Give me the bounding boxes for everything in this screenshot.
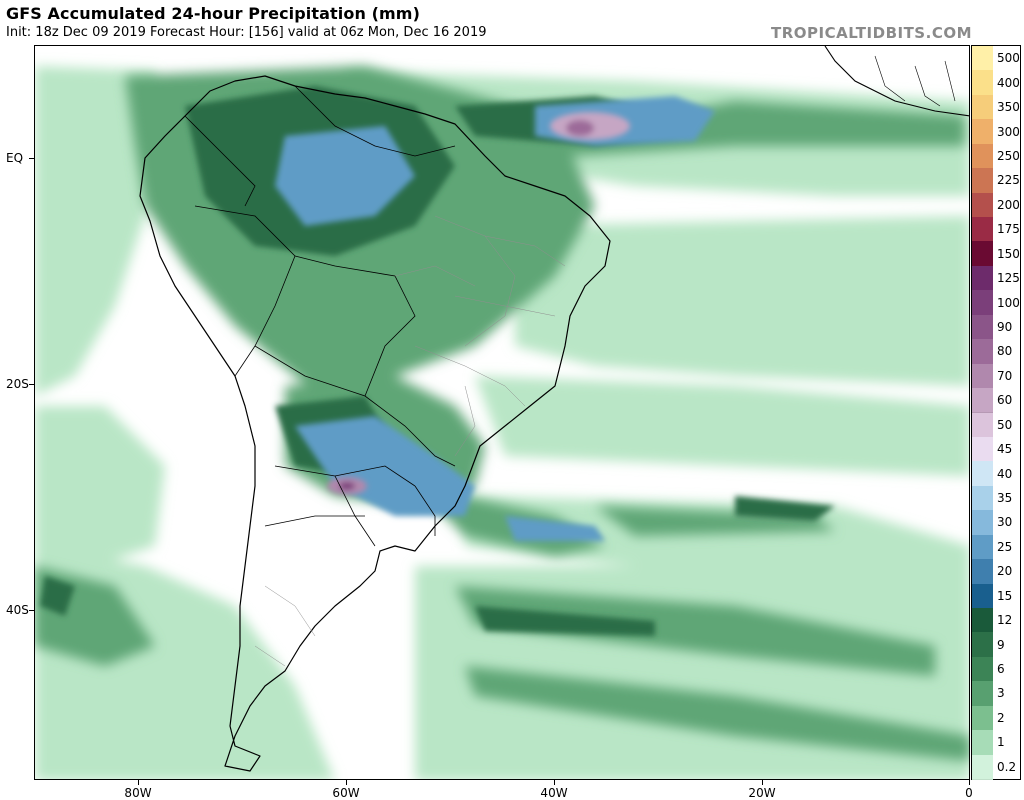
lat-tick-20s (29, 384, 34, 385)
colorbar-label: 350 (997, 100, 1020, 115)
precip-purple-maxima (327, 112, 630, 495)
colorbar-label: 30 (997, 515, 1013, 530)
colorbar-label: 90 (997, 319, 1013, 334)
map-canvas (35, 46, 969, 779)
colorbar-swatch (972, 70, 993, 96)
colorbar-swatch (972, 290, 993, 316)
state-borders (254, 215, 566, 667)
colorbar-swatch (972, 363, 993, 390)
colorbar-swatch (972, 559, 993, 585)
colorbar-label: 2 (997, 710, 1005, 725)
colorbar-swatch (972, 510, 993, 536)
colorbar-swatch (972, 241, 993, 267)
colorbar-label: 3 (997, 686, 1005, 701)
colorbar-label: 50 (997, 417, 1013, 432)
colorbar-label: 400 (997, 75, 1020, 90)
colorbar-swatch (972, 46, 993, 72)
colorbar-swatch (972, 632, 993, 658)
colorbar-label: 9 (997, 637, 1005, 652)
colorbar-label: 225 (997, 173, 1020, 188)
colorbar-swatch (972, 705, 993, 732)
colorbar-swatch (972, 754, 993, 780)
lat-label-eq: EQ (6, 151, 24, 165)
colorbar-label: 12 (997, 613, 1013, 628)
lon-label-60w: 60W (332, 786, 360, 800)
precipitation-map (34, 45, 970, 780)
colorbar-swatch (972, 485, 993, 512)
colorbar-swatch (972, 534, 993, 561)
colorbar-label: 20 (997, 564, 1013, 579)
colorbar-swatch (972, 168, 993, 194)
colorbar-label: 6 (997, 662, 1005, 677)
lat-label-40s: 40S (6, 603, 29, 617)
africa-borders (874, 55, 956, 107)
colorbar-label: 80 (997, 344, 1013, 359)
colorbar-swatch (972, 730, 993, 756)
brand-watermark: TROPICALTIDBITS.COM (771, 24, 972, 42)
colorbar-swatch (972, 192, 993, 219)
lon-tick-40w (554, 780, 555, 785)
lon-tick-20w (762, 780, 763, 785)
colorbar-label: 15 (997, 588, 1013, 603)
colorbar-swatch (972, 656, 993, 683)
lon-tick-80w (138, 780, 139, 785)
colorbar-swatch (972, 388, 993, 414)
lat-label-20s: 20S (6, 377, 29, 391)
colorbar-swatch (972, 339, 993, 365)
colorbar-label: 500 (997, 51, 1020, 66)
lat-tick-40s (29, 610, 34, 611)
colorbar-label: 25 (997, 539, 1013, 554)
precip-colorbar: 500 400 350 300 250 225 200 175 150 125 100 90 80 70 6… (971, 45, 1021, 780)
colorbar-swatch (972, 143, 993, 170)
lon-label-20w: 20W (748, 786, 776, 800)
colorbar-label: 1 (997, 735, 1005, 750)
lon-label-80w: 80W (124, 786, 152, 800)
colorbar-swatch (972, 314, 993, 341)
colorbar-swatch (972, 436, 993, 463)
colorbar-swatch (972, 583, 993, 609)
colorbar-label: 125 (997, 271, 1020, 286)
south-america-coastline (139, 75, 611, 772)
colorbar-label: 70 (997, 368, 1013, 383)
colorbar-swatch (972, 412, 993, 438)
colorbar-label: 100 (997, 295, 1020, 310)
colorbar-swatch (972, 119, 993, 145)
lon-label-40w: 40W (540, 786, 568, 800)
chart-subtitle: Init: 18z Dec 09 2019 Forecast Hour: [15… (6, 25, 487, 40)
country-borders (184, 85, 456, 547)
colorbar-label: 250 (997, 148, 1020, 163)
colorbar-swatch (972, 94, 993, 121)
africa-coastline (824, 46, 969, 117)
colorbar-label: 0.2 (997, 759, 1017, 774)
chart-title: GFS Accumulated 24-hour Precipitation (m… (6, 4, 420, 23)
colorbar-swatch (972, 607, 993, 634)
colorbar-swatch (972, 217, 993, 243)
lat-tick-eq (29, 158, 34, 159)
lon-tick-0 (969, 780, 970, 785)
colorbar-label: 300 (997, 124, 1020, 139)
lon-tick-60w (346, 780, 347, 785)
colorbar-swatch (972, 681, 993, 707)
colorbar-label: 150 (997, 246, 1020, 261)
colorbar-label: 175 (997, 222, 1020, 237)
colorbar-label: 35 (997, 491, 1013, 506)
colorbar-swatch (972, 265, 993, 292)
lon-label-0: 0 (965, 786, 973, 800)
colorbar-label: 40 (997, 466, 1013, 481)
colorbar-swatch (972, 461, 993, 487)
colorbar-label: 60 (997, 393, 1013, 408)
colorbar-label: 45 (997, 442, 1013, 457)
colorbar-label: 200 (997, 197, 1020, 212)
